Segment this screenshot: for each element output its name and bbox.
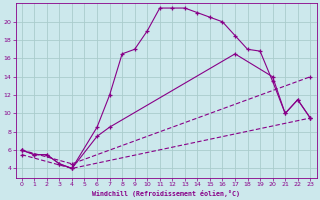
- X-axis label: Windchill (Refroidissement éolien,°C): Windchill (Refroidissement éolien,°C): [92, 190, 240, 197]
